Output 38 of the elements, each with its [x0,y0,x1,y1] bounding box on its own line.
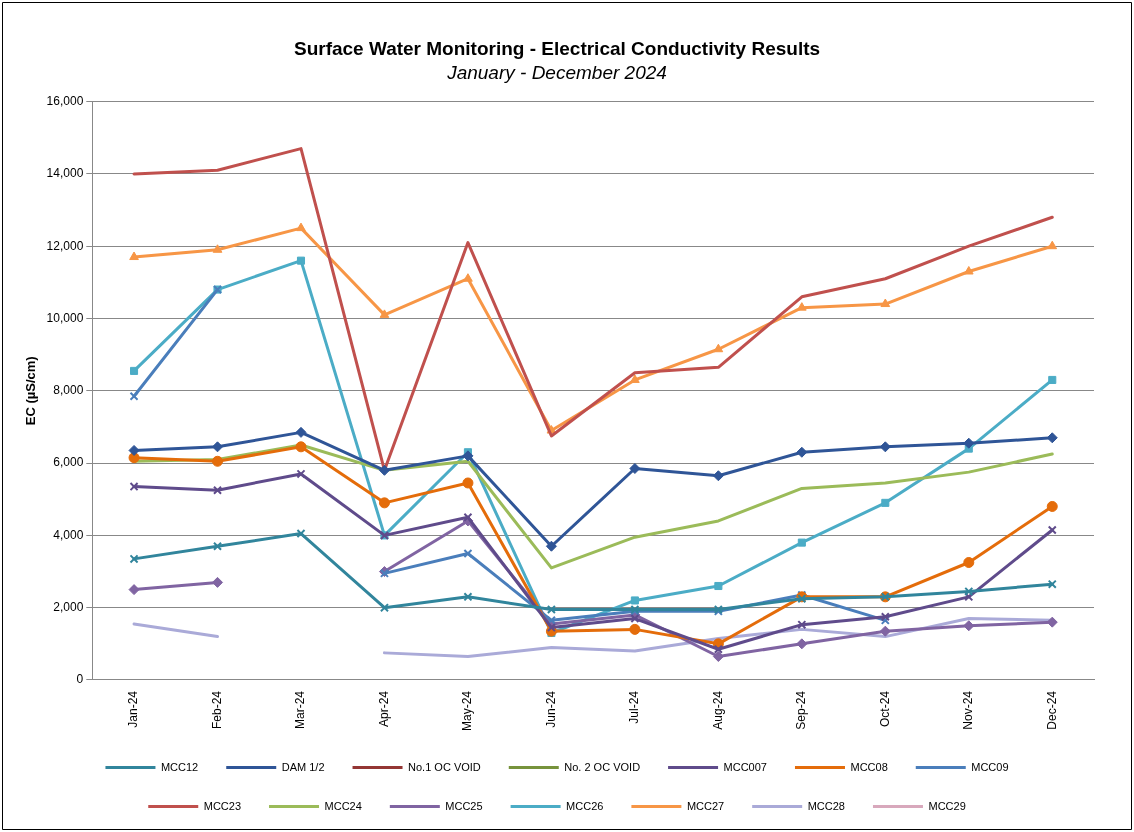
x-tick-label: May-24 [460,690,475,731]
legend-label: MCC23 [203,799,242,812]
x-tick-label: Jan-24 [126,690,141,728]
y-tick-label: 0 [76,672,84,687]
x-tick-label: Mar-24 [293,690,308,729]
legend-label: MCC25 [445,799,483,812]
y-tick-label: 4,000 [53,527,84,542]
legend-label: MCC29 [928,799,966,812]
legend-label: No.1 OC VOID [408,760,481,773]
legend-label: MCC27 [686,799,725,812]
legend-label: DAM 1/2 [281,760,325,773]
x-tick-label: Aug-24 [710,690,725,730]
legend-label: MCC24 [324,799,362,812]
legend-label: No. 2 OC VOID [564,760,641,773]
x-tick-label: Oct-24 [877,690,892,727]
x-tick-label: Sep-24 [794,690,809,730]
y-tick-label: 6,000 [53,455,84,470]
legend-label: MCC08 [850,760,888,773]
x-tick-label: Apr-24 [376,690,391,728]
chart-subtitle: January - December 2024 [446,62,667,84]
y-axis-title: EC (µS/cm) [23,356,39,426]
x-tick-label: Dec-24 [1044,690,1059,730]
x-tick-label: Nov-24 [961,690,976,730]
y-tick-label: 12,000 [46,238,84,253]
legend-label: MCC09 [971,760,1009,773]
x-tick-label: Jul-24 [627,690,642,724]
legend-label: MCC007 [723,760,767,773]
legend-label: MCC28 [807,799,845,812]
y-tick-label: 8,000 [53,383,84,398]
y-tick-label: 10,000 [46,310,84,325]
chart-title: Surface Water Monitoring - Electrical Conductivity Results [293,37,821,59]
y-tick-label: 16,000 [46,93,84,108]
y-tick-label: 2,000 [53,600,84,614]
y-tick-label: 14,000 [46,166,84,181]
legend-label: MCC26 [566,799,604,812]
x-tick-label: Jun-24 [543,690,558,728]
x-tick-label: Feb-24 [209,690,224,730]
legend-label: MCC12 [160,760,199,773]
